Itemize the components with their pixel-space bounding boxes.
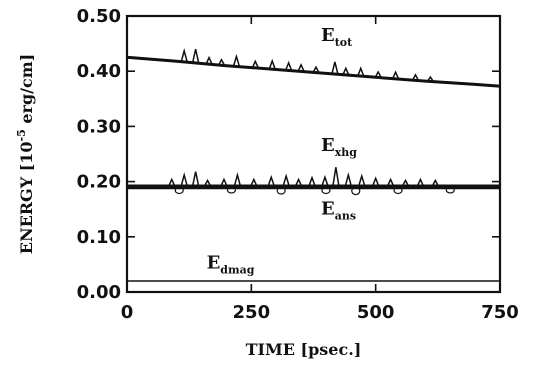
series-spike — [203, 178, 212, 187]
y-tick-label: 0.20 — [77, 172, 121, 193]
series-spike — [268, 58, 276, 70]
series-spike — [426, 75, 434, 82]
y-tick-label: 0.50 — [77, 6, 121, 27]
series-spike — [358, 173, 366, 187]
series-spike — [344, 172, 353, 187]
series-label-e-tot: Etot — [321, 25, 353, 49]
series-fluctuation — [226, 186, 237, 194]
series-spike — [232, 53, 241, 67]
plot-frame — [125, 14, 502, 294]
series-fluctuation — [351, 186, 361, 196]
series-spike — [180, 172, 188, 187]
y-tick-label: 0.30 — [77, 116, 121, 137]
y-tick-label: 0.10 — [77, 227, 121, 248]
series-spike — [308, 175, 316, 187]
series-spike — [374, 70, 382, 78]
series-spike — [168, 177, 176, 187]
series-fluctuation — [174, 186, 184, 195]
series-fluctuation — [393, 186, 403, 195]
series-spike — [251, 59, 259, 69]
series-fluctuation — [276, 186, 286, 195]
series-spike — [191, 171, 200, 187]
x-tick-label: 500 — [357, 302, 395, 323]
series-spike — [220, 177, 228, 187]
series-fluctuation — [445, 186, 455, 194]
series-spike — [332, 167, 340, 187]
y-axis-title: ENERGY [10-5 erg/cm] — [15, 54, 36, 255]
series-label-e-xhg: Exhg — [321, 135, 357, 159]
series-spike — [357, 66, 365, 77]
series-label-e-ans: Eans — [321, 199, 356, 223]
series-spike — [416, 177, 425, 187]
axis-ticks — [126, 15, 501, 293]
series-spike — [191, 48, 200, 64]
series-spike — [431, 178, 440, 187]
series-fluctuation — [321, 186, 331, 195]
series-spike — [250, 177, 258, 187]
series-spike — [233, 172, 242, 187]
series-spike — [312, 65, 320, 73]
series-spike — [282, 173, 290, 187]
y-tick-label: 0.00 — [77, 282, 121, 303]
series-spike — [331, 61, 339, 75]
x-tick-label: 250 — [233, 302, 271, 323]
data-series — [127, 48, 500, 282]
x-axis-title: TIME [psec.] — [246, 340, 362, 359]
series-spike — [267, 174, 275, 187]
series-spike — [371, 176, 380, 187]
series-spike — [401, 178, 410, 187]
series-spike — [180, 48, 188, 63]
series-spike — [391, 70, 400, 80]
x-tick-label: 750 — [481, 302, 519, 323]
series-labels: Etot Exhg Eans Edmag — [207, 25, 358, 276]
series-spike — [342, 66, 350, 76]
axis-tick-labels: 0 250 500 750 0.00 0.10 0.20 0.30 0.40 0.50 — [77, 6, 519, 323]
series-spike — [217, 58, 226, 66]
series-spike — [321, 174, 329, 187]
series-spike — [411, 73, 420, 81]
series-spike — [284, 60, 293, 71]
series-spike — [294, 177, 303, 187]
series-label-e-dmag: Edmag — [207, 252, 255, 276]
series-spike — [386, 177, 395, 187]
series-spike — [297, 63, 305, 72]
series-spike — [205, 55, 213, 65]
plot-border — [125, 14, 502, 294]
axis-titles: TIME [psec.] ENERGY [10-5 erg/cm] — [15, 54, 361, 359]
x-tick-label: 0 — [121, 302, 134, 323]
y-tick-label: 0.40 — [77, 61, 121, 82]
